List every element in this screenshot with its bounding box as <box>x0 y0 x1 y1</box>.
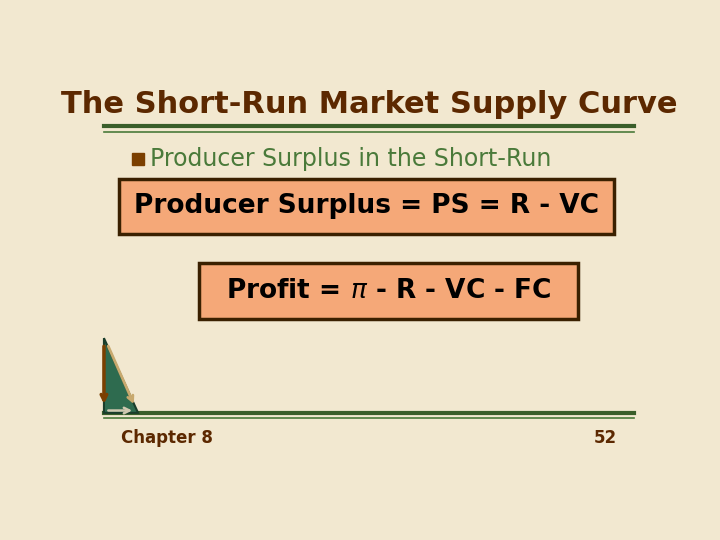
Text: Producer Surplus in the Short-Run: Producer Surplus in the Short-Run <box>150 147 552 171</box>
FancyBboxPatch shape <box>120 179 614 234</box>
Text: 52: 52 <box>594 429 617 447</box>
Text: Producer Surplus = PS = R - VC: Producer Surplus = PS = R - VC <box>134 193 599 219</box>
Text: Profit = $\pi$ - R - VC - FC: Profit = $\pi$ - R - VC - FC <box>225 278 552 304</box>
Text: The Short-Run Market Supply Curve: The Short-Run Market Supply Curve <box>60 90 678 119</box>
FancyBboxPatch shape <box>199 264 578 319</box>
Polygon shape <box>104 338 138 413</box>
Text: Chapter 8: Chapter 8 <box>121 429 213 447</box>
